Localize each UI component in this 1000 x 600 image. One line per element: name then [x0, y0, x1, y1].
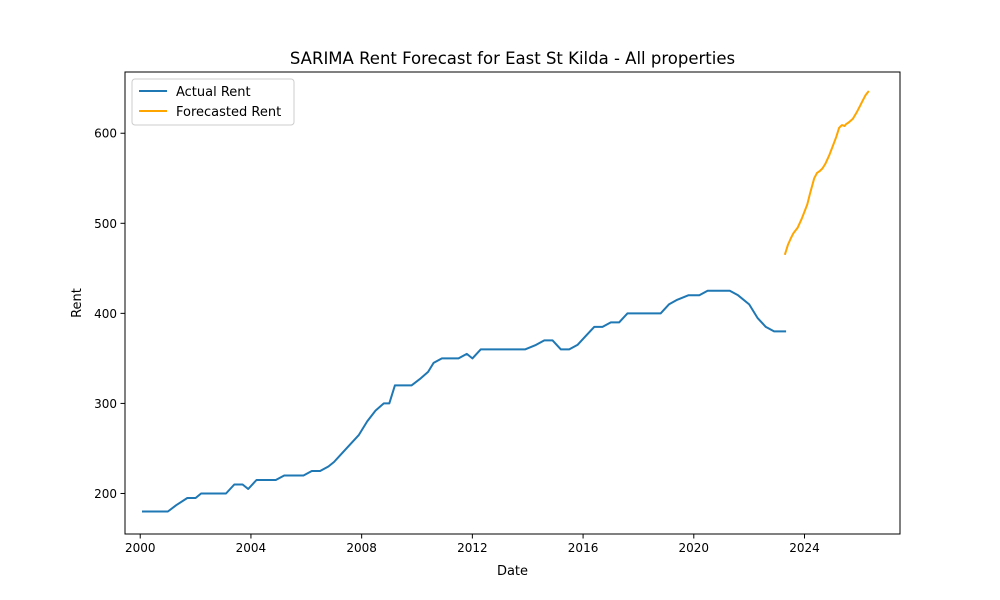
x-tick-label: 2004	[236, 541, 267, 555]
y-tick-label: 500	[94, 217, 117, 231]
y-axis-ticks: 200 300 400 500 600	[94, 127, 125, 501]
y-tick-label: 300	[94, 397, 117, 411]
legend-label-actual: Actual Rent	[176, 85, 251, 100]
x-tick-label: 2024	[789, 541, 820, 555]
actual-rent-line	[142, 289, 787, 513]
x-tick-label: 2000	[125, 541, 156, 555]
x-tick-label: 2008	[346, 541, 377, 555]
y-tick-label: 600	[94, 127, 117, 141]
y-tick-label: 200	[94, 487, 117, 501]
x-axis-label: Date	[497, 564, 528, 579]
series-layer	[142, 90, 870, 513]
x-tick-label: 2016	[568, 541, 599, 555]
x-tick-label: 2012	[457, 541, 488, 555]
y-tick-label: 400	[94, 307, 117, 321]
legend-frame	[131, 78, 295, 126]
y-axis-label: Rent	[70, 288, 85, 318]
x-tick-label: 2020	[679, 541, 710, 555]
legend: Actual Rent Forecasted Rent	[131, 78, 295, 126]
x-axis-ticks: 2000 2004 2008 2012 2016 2020 2024	[125, 534, 820, 555]
forecasted-rent-line	[783, 90, 870, 256]
chart-title: SARIMA Rent Forecast for East St Kilda -…	[290, 49, 735, 68]
legend-label-forecast: Forecasted Rent	[176, 105, 281, 120]
plot-area	[124, 71, 901, 535]
